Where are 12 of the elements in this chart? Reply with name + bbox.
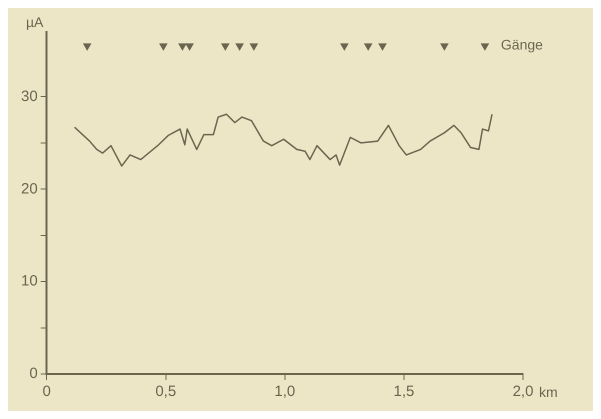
x-tick-label: 2,0 — [512, 383, 534, 400]
x-axis-title: km — [539, 384, 558, 400]
x-tick-label: 1,5 — [393, 383, 414, 400]
x-tick-label: 1,0 — [274, 383, 296, 400]
y-tick-label: 20 — [20, 180, 38, 198]
x-tick-label: 0 — [42, 383, 51, 400]
series-label: Gänge — [500, 36, 544, 53]
y-tick-label: 30 — [20, 88, 38, 105]
x-tick-label: 0,5 — [155, 383, 176, 400]
y-axis-title: µA — [26, 14, 44, 30]
y-tick-label: 0 — [29, 365, 38, 382]
y-tick-label: 10 — [20, 272, 38, 290]
